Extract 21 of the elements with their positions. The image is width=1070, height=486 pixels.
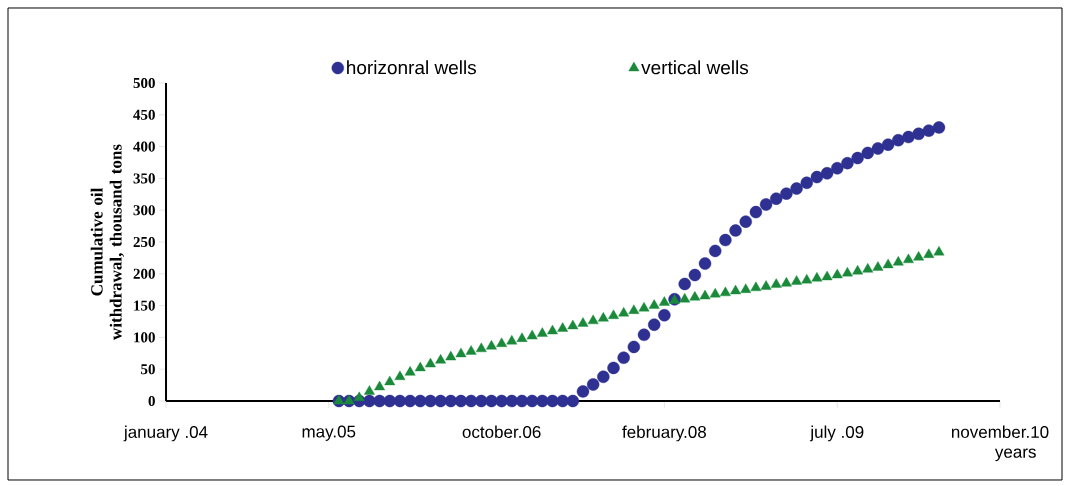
y-tick-label: 500	[133, 77, 155, 89]
y-tick-label: 350	[133, 173, 155, 184]
x-tick-label: july .09	[809, 425, 864, 442]
x-tick-label: may.05	[302, 425, 356, 441]
x-axis-title: years	[994, 448, 1036, 462]
x-tick-label: february.08	[622, 425, 706, 442]
x-tick-label: november.10	[951, 425, 1049, 439]
x-tick-label: january .04	[123, 425, 208, 442]
y-tick-label: 400	[133, 141, 155, 152]
y-tick-label: 0	[148, 395, 155, 407]
y-tick-label: 150	[134, 300, 155, 311]
y-tick-label: 200	[133, 268, 155, 279]
y-tick-label: 450	[133, 109, 155, 120]
y-axis-title: Cumulative oil withdrawal, thousand tons	[90, 144, 125, 340]
y-tick-label: 250	[133, 236, 155, 248]
legend-label: horizonral wells	[347, 60, 476, 75]
x-tick-label: october.06	[462, 425, 541, 439]
y-tick-label: 50	[141, 364, 155, 375]
legend-label: vertical wells	[641, 60, 749, 75]
y-tick-label: 300	[133, 205, 155, 216]
y-tick-label: 100	[134, 332, 155, 343]
